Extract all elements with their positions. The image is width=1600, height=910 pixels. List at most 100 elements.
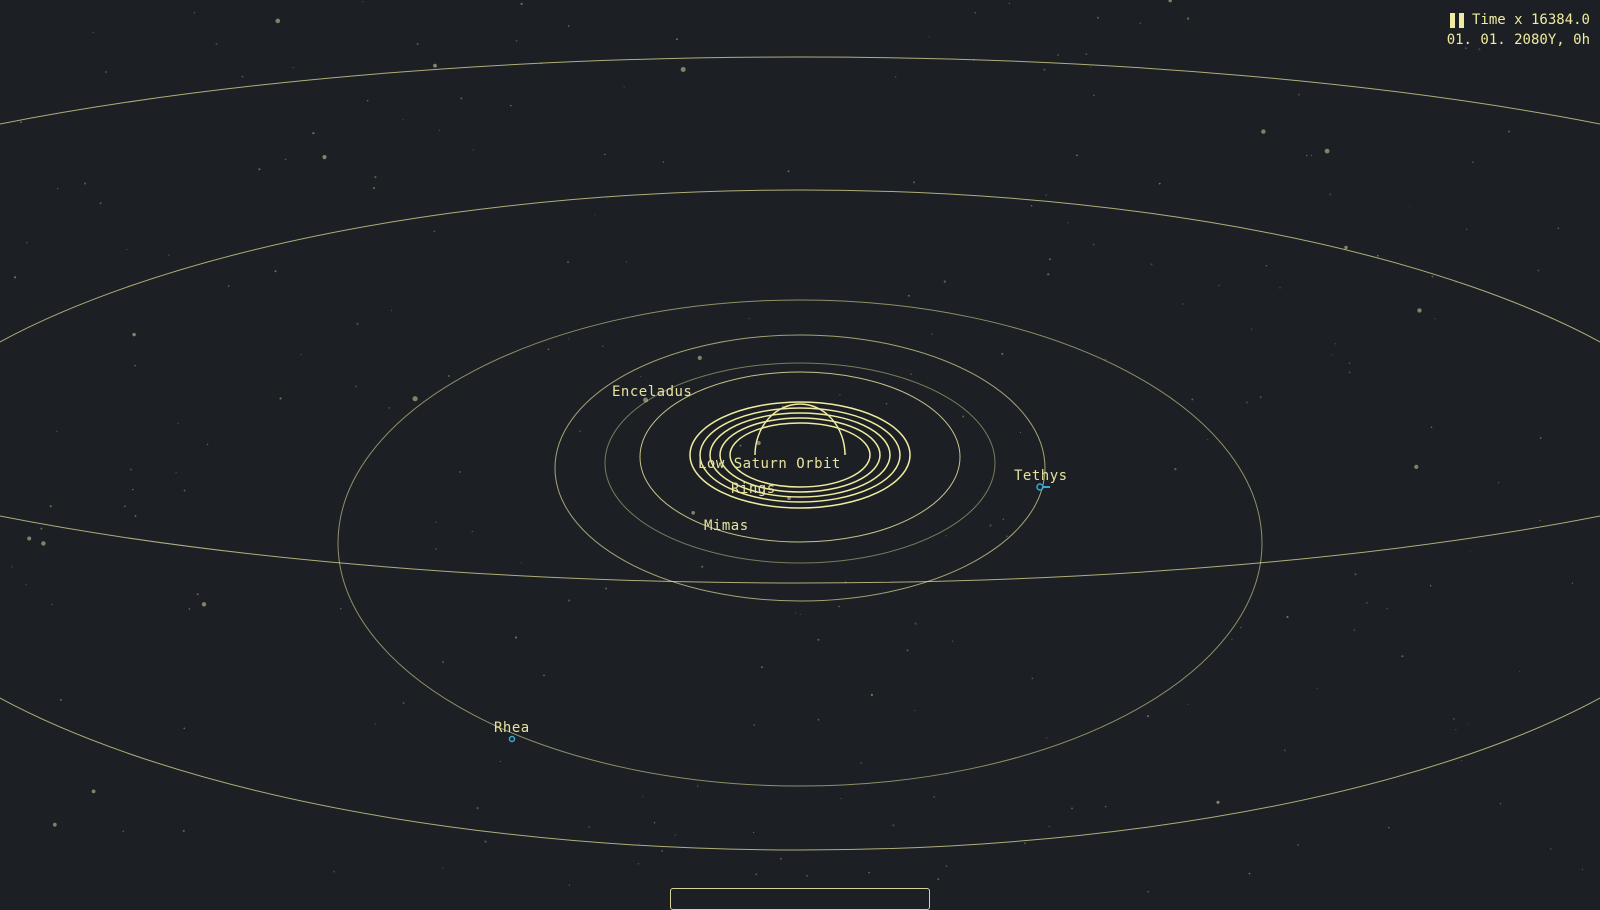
orbit-enceladus[interactable] xyxy=(604,362,996,564)
bottom-panel[interactable] xyxy=(670,888,930,910)
star xyxy=(974,11,977,14)
label-enceladus[interactable]: Enceladus xyxy=(612,384,693,400)
star xyxy=(907,294,910,297)
star xyxy=(416,43,419,45)
star xyxy=(691,511,695,515)
star xyxy=(14,276,17,279)
star xyxy=(374,176,377,179)
star xyxy=(1331,354,1333,356)
star xyxy=(1464,47,1467,50)
star xyxy=(1031,677,1034,680)
star xyxy=(1240,626,1242,629)
star xyxy=(761,666,763,668)
star xyxy=(1218,284,1220,287)
label-low-saturn-orbit[interactable]: Low Saturn Orbit xyxy=(698,456,841,472)
star xyxy=(625,261,628,263)
star xyxy=(1499,802,1502,805)
star xyxy=(1298,93,1300,96)
star xyxy=(275,18,281,24)
date-readout: 01. 01. 2080Y, 0h xyxy=(1446,32,1590,48)
label-tethys[interactable]: Tethys xyxy=(1014,468,1068,484)
pause-icon[interactable] xyxy=(1449,12,1464,28)
star xyxy=(1216,800,1220,804)
star xyxy=(860,762,863,765)
star xyxy=(1417,308,1422,313)
star xyxy=(662,161,665,163)
star xyxy=(322,155,327,160)
star xyxy=(168,254,170,256)
star xyxy=(806,874,809,877)
star xyxy=(1472,161,1474,163)
star xyxy=(1104,358,1107,361)
orbit-tethys[interactable] xyxy=(554,334,1046,602)
star xyxy=(471,530,473,533)
star xyxy=(84,182,86,185)
star xyxy=(433,230,436,233)
star xyxy=(1030,205,1033,207)
star xyxy=(1248,872,1251,875)
star xyxy=(755,873,758,875)
saturn-rings[interactable] xyxy=(689,401,911,509)
label-mimas[interactable]: Mimas xyxy=(704,518,749,534)
rhea-marker[interactable] xyxy=(508,735,516,743)
star xyxy=(962,415,965,418)
star xyxy=(1187,703,1189,705)
star xyxy=(1048,825,1050,828)
star xyxy=(1002,518,1005,521)
star xyxy=(193,11,196,14)
star xyxy=(300,354,302,356)
star xyxy=(402,119,404,121)
label-rings[interactable]: Rings xyxy=(731,481,776,497)
star xyxy=(435,521,438,524)
orbit-outer-2 xyxy=(0,189,1600,851)
star xyxy=(1049,258,1051,261)
star xyxy=(1008,2,1010,4)
star xyxy=(99,202,102,205)
star xyxy=(547,348,550,351)
label-rhea[interactable]: Rhea xyxy=(494,720,530,736)
star xyxy=(412,396,418,402)
star xyxy=(1182,303,1184,305)
orbit-rhea[interactable] xyxy=(337,299,1263,787)
star xyxy=(1047,273,1050,276)
star xyxy=(1259,396,1262,399)
star xyxy=(515,636,517,639)
star xyxy=(639,375,642,378)
star xyxy=(1006,535,1008,538)
star xyxy=(989,524,992,527)
star xyxy=(1251,328,1253,330)
star xyxy=(674,834,677,836)
star xyxy=(91,789,96,794)
star xyxy=(1043,68,1046,71)
star xyxy=(51,603,53,605)
star xyxy=(638,843,639,845)
star xyxy=(126,248,128,251)
star xyxy=(129,468,132,471)
star xyxy=(951,640,954,642)
star xyxy=(183,727,186,730)
star xyxy=(241,75,244,78)
saturn-planet[interactable] xyxy=(754,403,846,456)
star xyxy=(459,471,461,473)
star xyxy=(885,402,888,405)
star xyxy=(594,214,596,216)
star xyxy=(134,515,137,517)
star xyxy=(1046,737,1048,739)
star xyxy=(1348,362,1351,364)
star xyxy=(661,849,664,852)
star xyxy=(894,76,897,78)
star xyxy=(579,430,581,433)
star xyxy=(1386,608,1388,610)
star xyxy=(356,322,359,325)
star xyxy=(604,153,606,156)
star xyxy=(177,422,179,424)
star xyxy=(227,285,230,287)
star xyxy=(1366,602,1368,604)
star xyxy=(52,822,57,827)
star xyxy=(312,132,315,135)
orbit-mimas[interactable] xyxy=(639,371,961,543)
star xyxy=(1279,287,1281,289)
star xyxy=(1467,723,1469,725)
star xyxy=(1537,269,1540,272)
